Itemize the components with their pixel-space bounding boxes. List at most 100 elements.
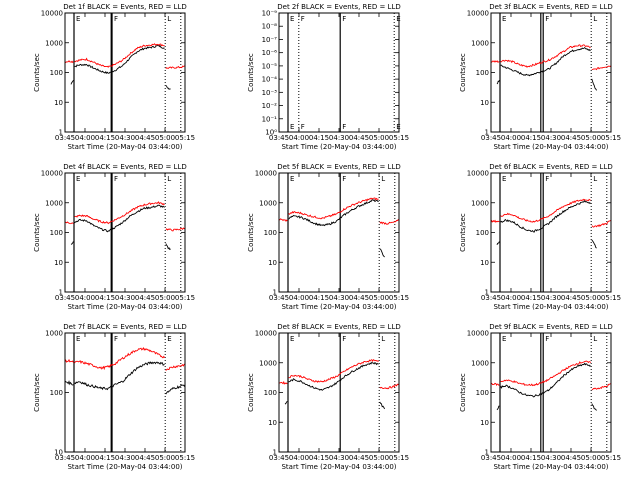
y-tick-label: 10 xyxy=(54,259,63,267)
series-line-lld xyxy=(278,380,288,385)
x-tick-label: 05:15 xyxy=(175,134,195,142)
series-line-lld xyxy=(165,227,186,232)
state-marker-label: F xyxy=(301,15,305,23)
y-axis-label: Counts/sec xyxy=(33,373,41,412)
panel-2: Det 2f BLACK = Events, RED = LLD Start Ti… xyxy=(247,3,409,151)
y-tick-label: 1000 xyxy=(259,359,277,367)
y-tick-label: 100 xyxy=(264,229,277,237)
panel-title: Det 2f BLACK = Events, RED = LLD xyxy=(277,3,400,11)
y-axis-label: Counts/sec xyxy=(33,53,41,92)
y-tick-label: 10 xyxy=(480,419,489,427)
y-tick-label: 10000 xyxy=(467,10,489,18)
x-tick-label: 04:30 xyxy=(541,294,561,302)
y-tick-label: 100 xyxy=(50,389,63,397)
x-axis-label: Start Time (20-May-04 03:44:00) xyxy=(67,143,182,151)
x-tick-label: 05:00 xyxy=(581,294,601,302)
y-tick-label: 1000 xyxy=(471,199,489,207)
x-tick-label: 05:15 xyxy=(601,454,621,462)
y-tick-label: 10⁻⁵ xyxy=(262,62,278,70)
series-line-lld xyxy=(278,218,288,223)
x-tick-label: 04:45 xyxy=(135,134,155,142)
plot-frame xyxy=(490,332,612,453)
y-tick-label: 1000 xyxy=(45,39,63,47)
y-tick-label: 1000 xyxy=(45,330,63,338)
series-line-events xyxy=(165,243,171,251)
x-tick-label: 05:00 xyxy=(369,294,389,302)
state-marker-label: E xyxy=(290,335,294,343)
series-line-events xyxy=(64,380,74,386)
x-tick-label: 04:30 xyxy=(115,454,135,462)
plot-frame xyxy=(490,12,612,133)
x-axis-label: Start Time (20-May-04 03:44:00) xyxy=(493,303,608,311)
state-marker-label: E xyxy=(396,15,400,23)
panel-3: Det 3f BLACK = Events, RED = LLD Start Ti… xyxy=(459,3,621,151)
y-tick-label: 10000 xyxy=(467,330,489,338)
series-line-events xyxy=(288,199,379,227)
plot-frame xyxy=(278,172,400,293)
x-tick-label: 04:15 xyxy=(95,294,115,302)
y-tick-label: 100 xyxy=(264,389,277,397)
x-tick-label: 04:45 xyxy=(561,134,581,142)
y-tick-label: 10⁻⁶ xyxy=(262,49,278,57)
panel-1: Det 1f BLACK = Events, RED = LLD Start Ti… xyxy=(33,3,195,151)
state-marker-label: L xyxy=(593,175,597,183)
series-line-events xyxy=(591,239,597,249)
series-line-events xyxy=(74,44,165,74)
series-line-lld xyxy=(490,382,500,386)
x-tick-label: 03:45 xyxy=(269,134,289,142)
y-tick-label: 10000 xyxy=(41,10,63,18)
panel-7: Det 7f BLACK = Events, RED = LLD Start Ti… xyxy=(33,323,195,471)
y-tick-label: 100 xyxy=(476,229,489,237)
state-marker-label: E xyxy=(290,123,294,131)
series-line-events xyxy=(74,361,165,391)
state-marker-label: L xyxy=(593,15,597,23)
x-tick-label: 05:00 xyxy=(581,134,601,142)
y-tick-label: 10⁻⁸ xyxy=(262,23,278,31)
series-line-lld xyxy=(64,358,74,363)
y-tick-label: 1 xyxy=(485,289,489,297)
y-tick-label: 10⁻⁹ xyxy=(262,10,278,18)
y-tick-label: 1000 xyxy=(471,39,489,47)
state-marker-label: E xyxy=(502,175,506,183)
series-line-events xyxy=(288,361,379,391)
x-tick-label: 04:15 xyxy=(95,454,115,462)
y-tick-label: 10 xyxy=(480,259,489,267)
state-marker-label: E xyxy=(290,15,294,23)
x-tick-label: 04:45 xyxy=(561,294,581,302)
series-line-events xyxy=(165,384,186,395)
series-line-events xyxy=(165,85,171,90)
panel-9: Det 9f BLACK = Events, RED = LLD Start Ti… xyxy=(459,323,621,471)
x-tick-label: 04:30 xyxy=(329,454,349,462)
x-tick-label: 04:00 xyxy=(289,454,309,462)
x-tick-label: 04:15 xyxy=(309,294,329,302)
x-tick-label: 04:30 xyxy=(329,134,349,142)
state-marker-label: E xyxy=(502,335,506,343)
state-marker-label: F xyxy=(114,175,118,183)
x-tick-label: 04:15 xyxy=(95,134,115,142)
y-axis-label: Counts/sec xyxy=(459,373,467,412)
x-tick-label: 04:30 xyxy=(115,134,135,142)
y-tick-label: 10 xyxy=(480,99,489,107)
x-tick-label: 03:45 xyxy=(55,294,75,302)
series-line-lld xyxy=(288,359,379,383)
state-marker-label: E xyxy=(76,175,80,183)
y-tick-label: 1 xyxy=(485,129,489,137)
state-marker-label: F xyxy=(545,175,549,183)
x-tick-label: 04:00 xyxy=(289,294,309,302)
x-tick-label: 04:45 xyxy=(349,454,369,462)
series-line-events xyxy=(379,401,385,410)
x-axis-label: Start Time (20-May-04 03:44:00) xyxy=(493,143,608,151)
x-tick-label: 05:00 xyxy=(581,454,601,462)
x-tick-label: 05:15 xyxy=(601,294,621,302)
plot-frame xyxy=(278,332,400,453)
x-tick-label: 04:00 xyxy=(75,294,95,302)
state-marker-label: F xyxy=(342,335,346,343)
series-line-lld xyxy=(74,201,165,225)
series-line-lld xyxy=(500,198,591,223)
x-tick-label: 04:30 xyxy=(329,294,349,302)
state-marker-label: E xyxy=(396,123,400,131)
y-tick-label: 10000 xyxy=(467,170,489,178)
x-axis-label: Start Time (20-May-04 03:44:00) xyxy=(281,143,396,151)
y-tick-label: 10⁻² xyxy=(262,102,278,110)
series-line-lld xyxy=(379,383,400,390)
